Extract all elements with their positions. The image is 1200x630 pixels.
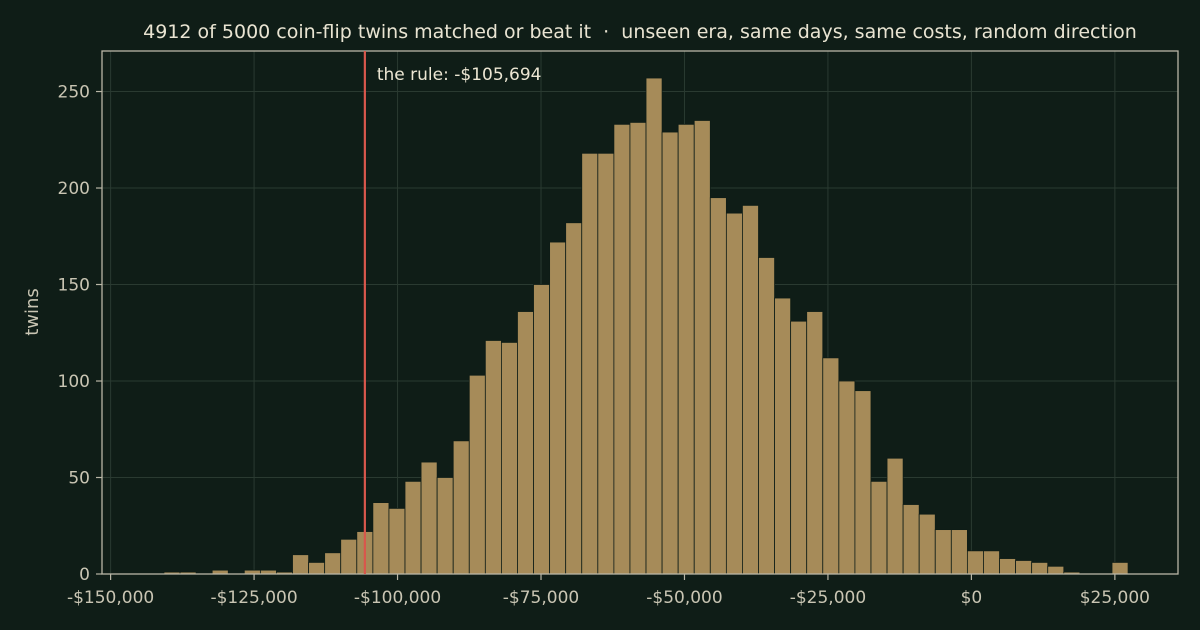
y-axis: 0 50 100 150 200 250 [58, 83, 102, 585]
histogram-bar [966, 550, 984, 575]
histogram-bar [501, 342, 518, 575]
histogram-bar [388, 507, 406, 575]
histogram-bar [340, 538, 358, 575]
histogram-bar [758, 257, 775, 575]
x-tick-label: -$25,000 [790, 588, 866, 608]
histogram-bar [709, 197, 727, 575]
x-tick-label: -$100,000 [354, 588, 441, 608]
histogram-bar [693, 120, 711, 575]
histogram-bar [565, 222, 583, 575]
histogram-bar [372, 502, 390, 575]
histogram-bar [918, 513, 936, 575]
x-tick-label: -$125,000 [210, 588, 297, 608]
histogram-bar [308, 562, 326, 575]
histogram-bar [934, 529, 952, 575]
histogram-bar [1015, 560, 1033, 575]
histogram-bar [886, 457, 904, 575]
histogram-bar [629, 122, 647, 575]
histogram-bar [742, 204, 759, 575]
histogram-bar [436, 477, 454, 575]
y-tick-label: 150 [58, 276, 90, 296]
histogram-bar [1031, 562, 1049, 575]
histogram-bar [983, 550, 1000, 575]
histogram-bar [1047, 565, 1065, 575]
histogram-bar [452, 440, 470, 575]
histogram-bar [549, 241, 567, 575]
x-tick-label: $0 [961, 588, 983, 608]
histogram-bar [324, 552, 342, 575]
y-tick-label: 50 [68, 469, 90, 489]
histogram-bar [533, 284, 551, 575]
y-tick-label: 250 [58, 83, 90, 103]
x-tick-label: -$50,000 [646, 588, 722, 608]
plot-frame [101, 50, 1179, 575]
x-tick-label: -$75,000 [503, 588, 579, 608]
histogram-bar [774, 297, 792, 575]
x-axis: -$150,000 -$125,000 -$100,000 -$75,000 -$50,… [67, 574, 1150, 608]
histogram-bar [806, 311, 824, 575]
histogram-bar [822, 357, 840, 575]
histogram-bar [999, 558, 1016, 575]
x-tick-label: $25,000 [1080, 588, 1150, 608]
histogram-bar [613, 123, 631, 575]
histogram-bar [468, 374, 486, 575]
histogram-bar [420, 461, 438, 575]
histogram-bar [581, 152, 599, 575]
y-tick-label: 0 [79, 565, 90, 585]
histogram-bar [838, 380, 856, 575]
histogram-bar [1111, 562, 1129, 575]
histogram-bar [870, 480, 888, 575]
histogram-bar [950, 529, 968, 575]
histogram-bar [292, 554, 309, 575]
histogram-bar [661, 131, 679, 575]
rule-marker-label: the rule: -$105,694 [377, 65, 542, 85]
y-axis-label: twins [22, 288, 43, 336]
y-tick-label: 200 [58, 179, 90, 199]
histogram-bar [645, 77, 663, 575]
histogram-bar [902, 504, 920, 575]
bars [163, 77, 1129, 575]
histogram-bar [725, 212, 743, 575]
x-tick-label: -$150,000 [67, 588, 154, 608]
histogram-bar [517, 311, 534, 575]
histogram-bar [854, 390, 872, 575]
histogram-bar [404, 480, 422, 575]
histogram-bar [677, 123, 695, 575]
y-tick-label: 100 [58, 372, 90, 392]
chart-title: 4912 of 5000 coin-flip twins matched or … [143, 21, 1137, 43]
histogram-bar [597, 152, 615, 575]
histogram-bar [790, 320, 808, 575]
histogram-bar [484, 340, 502, 575]
